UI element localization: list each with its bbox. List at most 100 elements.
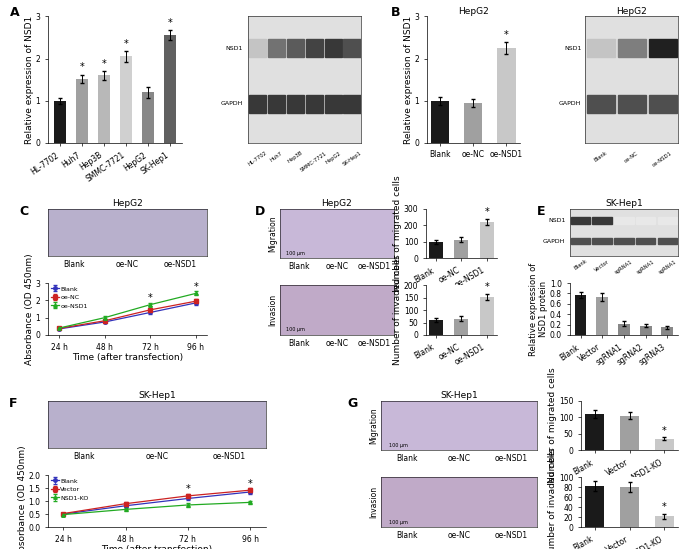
- Bar: [586, 486, 604, 527]
- Text: Blank: Blank: [288, 339, 310, 348]
- Bar: [618, 39, 645, 57]
- Text: *: *: [124, 40, 129, 49]
- Text: HL-7702: HL-7702: [247, 150, 268, 167]
- Text: B: B: [391, 7, 401, 19]
- Bar: [649, 95, 677, 113]
- Bar: [454, 240, 469, 258]
- Text: oe-NSD1: oe-NSD1: [495, 531, 527, 540]
- Text: *: *: [193, 282, 198, 292]
- Bar: [164, 36, 176, 143]
- Bar: [636, 217, 656, 223]
- Text: Blank: Blank: [64, 260, 85, 268]
- Text: 100 μm: 100 μm: [286, 251, 304, 256]
- Bar: [593, 217, 612, 223]
- Bar: [596, 297, 608, 335]
- Text: *: *: [248, 479, 253, 489]
- Text: NSD1: NSD1: [548, 218, 565, 223]
- Bar: [661, 327, 673, 335]
- Text: C: C: [19, 205, 28, 218]
- Text: sgRNA1: sgRNA1: [614, 259, 634, 274]
- Text: oe-NSD1: oe-NSD1: [358, 262, 391, 271]
- Text: oe-NC: oe-NC: [624, 150, 640, 164]
- Bar: [649, 39, 677, 57]
- Y-axis label: Number of invaded cells: Number of invaded cells: [393, 255, 402, 366]
- Bar: [325, 39, 342, 57]
- Text: oe-NC: oe-NC: [116, 260, 139, 268]
- Text: oe-NC: oe-NC: [145, 452, 169, 461]
- Text: D: D: [255, 205, 265, 217]
- Bar: [640, 326, 651, 335]
- Bar: [286, 39, 303, 57]
- Bar: [306, 39, 323, 57]
- Text: E: E: [537, 205, 545, 218]
- Bar: [618, 95, 645, 113]
- Text: oe-NSD1: oe-NSD1: [495, 454, 527, 463]
- Y-axis label: Relative expression of NSD1: Relative expression of NSD1: [403, 15, 413, 144]
- Bar: [620, 416, 639, 450]
- Y-axis label: Relative expression of NSD1: Relative expression of NSD1: [25, 15, 34, 144]
- Text: Blank: Blank: [397, 454, 418, 463]
- Y-axis label: Invasion: Invasion: [370, 486, 379, 518]
- Text: GAPDH: GAPDH: [543, 239, 565, 244]
- Y-axis label: Absorbance (OD 450nm): Absorbance (OD 450nm): [25, 253, 34, 365]
- Bar: [454, 319, 469, 335]
- Text: *: *: [79, 63, 84, 72]
- Bar: [593, 238, 612, 244]
- Legend: Blank, oe-NC, oe-NSD1: Blank, oe-NC, oe-NSD1: [51, 286, 88, 309]
- Bar: [343, 95, 360, 113]
- Text: *: *: [186, 484, 190, 494]
- Text: A: A: [10, 7, 20, 19]
- Text: oe-NSD1: oe-NSD1: [652, 150, 673, 167]
- Y-axis label: Migration: Migration: [370, 407, 379, 444]
- Bar: [431, 100, 449, 143]
- X-axis label: Time (after transfection): Time (after transfection): [72, 353, 183, 362]
- Text: Blank: Blank: [288, 262, 310, 271]
- Text: NSD1: NSD1: [226, 46, 243, 51]
- Bar: [586, 414, 604, 450]
- Bar: [479, 296, 494, 335]
- Bar: [429, 242, 443, 258]
- Bar: [571, 217, 590, 223]
- Title: HepG2: HepG2: [616, 7, 647, 16]
- Bar: [620, 488, 639, 527]
- Text: NSD1: NSD1: [564, 46, 582, 51]
- Text: *: *: [662, 502, 667, 512]
- Text: *: *: [168, 18, 173, 28]
- Title: SK-Hep1: SK-Hep1: [440, 391, 478, 400]
- Text: Huh7: Huh7: [269, 150, 284, 163]
- Text: 100 μm: 100 μm: [389, 442, 408, 448]
- Text: oe-NC: oe-NC: [447, 531, 471, 540]
- Title: SK-Hep1: SK-Hep1: [138, 391, 175, 400]
- Text: oe-NSD1: oe-NSD1: [164, 260, 197, 268]
- Text: 100 μm: 100 μm: [389, 519, 408, 524]
- X-axis label: Time (after transfection): Time (after transfection): [101, 545, 212, 549]
- Text: HepG2: HepG2: [324, 150, 342, 165]
- Bar: [618, 323, 630, 335]
- Bar: [286, 95, 303, 113]
- Y-axis label: Number of migrated cells: Number of migrated cells: [393, 176, 402, 291]
- Title: HepG2: HepG2: [458, 7, 488, 16]
- Text: GAPDH: GAPDH: [221, 101, 243, 106]
- Text: oe-NSD1: oe-NSD1: [213, 452, 246, 461]
- Bar: [249, 39, 266, 57]
- Bar: [142, 92, 154, 143]
- Text: F: F: [9, 397, 17, 410]
- Title: HepG2: HepG2: [112, 199, 143, 208]
- Bar: [249, 95, 266, 113]
- Bar: [343, 39, 360, 57]
- Bar: [120, 57, 132, 143]
- Text: Blank: Blank: [593, 150, 608, 163]
- Text: sgRNA1: sgRNA1: [658, 259, 677, 274]
- Bar: [571, 238, 590, 244]
- Bar: [464, 103, 482, 143]
- Title: HepG2: HepG2: [321, 199, 352, 208]
- Bar: [655, 516, 674, 527]
- Bar: [586, 95, 614, 113]
- Legend: Blank, Vector, NSD1-KO: Blank, Vector, NSD1-KO: [51, 478, 89, 501]
- Text: oe-NC: oe-NC: [325, 262, 348, 271]
- Text: GAPDH: GAPDH: [559, 101, 582, 106]
- Text: G: G: [347, 397, 358, 410]
- Bar: [575, 295, 586, 335]
- Bar: [325, 95, 342, 113]
- Bar: [98, 75, 110, 143]
